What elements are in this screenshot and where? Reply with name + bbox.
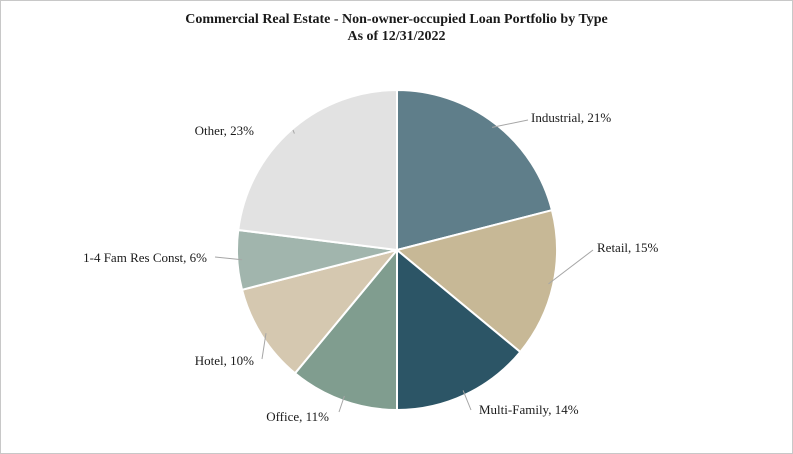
- pie-slice-retail: [394, 208, 558, 354]
- data-label-multi-family: Multi-Family, 14%: [479, 402, 579, 417]
- chart-title-block: Commercial Real Estate - Non-owner-occup…: [1, 11, 792, 45]
- pie-slice-industrial: [396, 88, 554, 252]
- data-label-other: Other, 23%: [195, 123, 255, 138]
- leader-line-1-4-fam-res-const: [214, 256, 243, 261]
- data-label-office: Office, 11%: [266, 409, 329, 424]
- chart-title: Commercial Real Estate - Non-owner-occup…: [185, 12, 608, 27]
- data-label-hotel: Hotel, 10%: [195, 353, 254, 368]
- pie-slice-other: [237, 88, 398, 252]
- data-label-1-4-fam-res-const: 1-4 Fam Res Const, 6%: [83, 250, 207, 265]
- leader-line-retail: [548, 249, 594, 285]
- leader-line-office: [338, 395, 345, 413]
- leader-line-other: [292, 129, 295, 134]
- chart-subtitle: As of 12/31/2022: [347, 29, 446, 44]
- leader-line-hotel: [261, 333, 267, 360]
- leader-line-industrial: [491, 119, 529, 128]
- leader-line-multi-family: [462, 390, 472, 411]
- data-label-industrial: Industrial, 21%: [531, 110, 611, 125]
- data-label-retail: Retail, 15%: [597, 240, 659, 255]
